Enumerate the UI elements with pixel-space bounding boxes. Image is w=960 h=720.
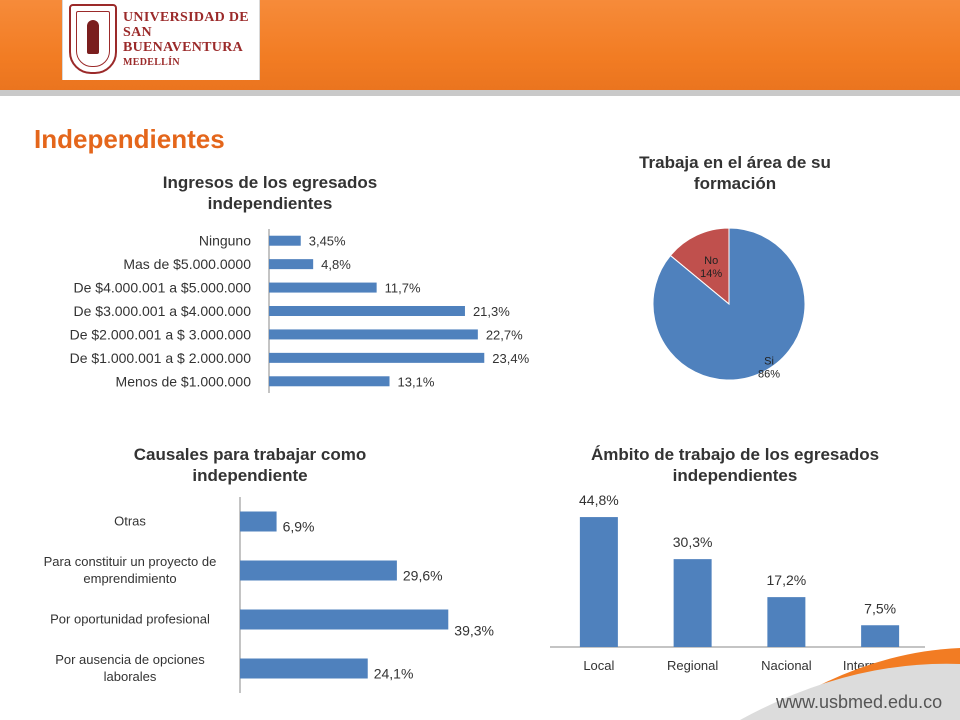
chart-title-ambito: Ámbito de trabajo de los egresados indep… xyxy=(590,445,880,485)
ingresos-category-label: Ninguno xyxy=(199,233,251,249)
ingresos-data-label: 13,1% xyxy=(398,374,435,389)
ambito-bar xyxy=(767,597,806,647)
pie-slice-si xyxy=(652,227,806,381)
causales-category-label: emprendimiento xyxy=(83,571,176,586)
ambito-data-label: 7,5% xyxy=(864,600,896,616)
causales-bar xyxy=(240,658,368,679)
causales-category-label: Para constituir un proyecto de xyxy=(44,554,217,569)
ingresos-category-label: De $4.000.001 a $5.000.000 xyxy=(74,280,252,296)
causales-category-label: laborales xyxy=(104,669,157,684)
causales-bar xyxy=(240,511,277,532)
causales-bar xyxy=(240,609,449,630)
ingresos-bar xyxy=(269,306,465,316)
pie-label-name: No xyxy=(704,255,718,267)
ambito-bar xyxy=(579,517,618,647)
ambito-data-label: 30,3% xyxy=(673,534,713,550)
website-url: www.usbmed.edu.co xyxy=(776,692,943,712)
causales-data-label: 6,9% xyxy=(283,519,315,535)
ingresos-bar xyxy=(269,235,301,246)
causales-data-label: 29,6% xyxy=(403,568,443,584)
causales-data-label: 24,1% xyxy=(374,666,414,682)
page-title: Independientes xyxy=(34,124,225,154)
pie-slice-no xyxy=(669,227,730,306)
causales-data-label: 39,3% xyxy=(454,623,494,639)
causales-category-label: Otras xyxy=(114,514,146,529)
ambito-category-label: Nacional xyxy=(761,658,812,673)
ambito-data-label: 17,2% xyxy=(767,572,807,588)
ingresos-category-label: Mas de $5.000.0000 xyxy=(123,256,251,272)
pie-label-value: 14% xyxy=(700,268,722,280)
ingresos-category-label: Menos de $1.000.000 xyxy=(116,373,252,389)
university-name: UNIVERSIDAD DE SAN BUENAVENTURA MEDELLÍN xyxy=(123,10,259,70)
causales-category-label: Por oportunidad profesional xyxy=(50,612,210,627)
ingresos-data-label: 4,8% xyxy=(321,257,351,272)
ingresos-bar xyxy=(269,376,390,387)
ingresos-bar xyxy=(269,329,478,340)
ambito-bar xyxy=(673,559,712,647)
university-line-1: UNIVERSIDAD DE xyxy=(123,10,249,25)
ingresos-data-label: 22,7% xyxy=(486,327,523,342)
chart-title-trabaja-area: Trabaja en el área de su formación xyxy=(639,153,831,193)
ingresos-category-label: De $3.000.001 a $4.000.000 xyxy=(74,303,252,319)
causales-bar xyxy=(240,560,397,581)
chart-title-causales: Causales para trabajar como independient… xyxy=(133,445,367,485)
university-line-3: MEDELLÍN xyxy=(123,57,180,68)
header-divider xyxy=(0,90,960,96)
ambito-category-label: Local xyxy=(583,658,614,673)
causales-category-label: Por ausencia de opciones xyxy=(55,652,205,667)
university-logo: UNIVERSIDAD DE SAN BUENAVENTURA MEDELLÍN xyxy=(62,0,260,80)
ingresos-bar xyxy=(269,259,314,270)
header-bar: UNIVERSIDAD DE SAN BUENAVENTURA MEDELLÍN xyxy=(0,0,960,96)
ingresos-data-label: 23,4% xyxy=(492,351,529,366)
ingresos-bar xyxy=(269,352,485,363)
chart-title-ingresos: Ingresos de los egresados independientes xyxy=(162,173,378,213)
pie-label-name: Si xyxy=(764,356,774,368)
ingresos-data-label: 3,45% xyxy=(309,234,346,249)
ambito-data-label: 44,8% xyxy=(579,492,619,508)
ingresos-bar xyxy=(269,282,377,293)
university-seal-icon xyxy=(69,4,117,74)
ingresos-data-label: 21,3% xyxy=(473,304,510,319)
university-line-2: SAN BUENAVENTURA xyxy=(123,25,244,55)
ingresos-category-label: De $1.000.001 a $ 2.000.000 xyxy=(70,350,252,366)
ingresos-data-label: 11,7% xyxy=(385,281,421,296)
ambito-category-label: Regional xyxy=(667,658,718,673)
ambito-bar xyxy=(861,625,900,647)
pie-label-value: 86% xyxy=(758,369,780,381)
ingresos-category-label: De $2.000.001 a $ 3.000.000 xyxy=(70,326,252,342)
